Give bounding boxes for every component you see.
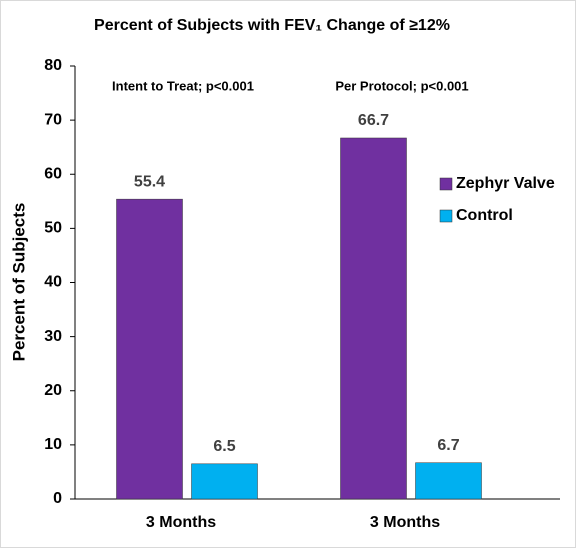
chart-title: Percent of Subjects with FEV₁ Change of … [94,17,450,34]
y-tick-label: 10 [44,436,62,453]
bar [415,462,482,500]
legend-swatch [439,177,453,191]
annotation: Intent to Treat; p<0.001 [112,78,254,93]
data-label: 55.4 [134,173,165,190]
bar [116,198,183,500]
legend-label: Zephyr Valve [456,175,555,192]
y-tick-label: 0 [53,490,62,507]
legend-label: Control [456,207,513,224]
y-tick-label: 50 [44,220,62,237]
y-tick-label: 60 [44,165,62,182]
y-tick-label: 30 [44,328,62,345]
x-tick-label: 3 Months [370,514,440,531]
data-label: 6.5 [213,438,235,455]
y-tick-label: 40 [44,274,62,291]
bar [340,137,407,500]
data-label: 66.7 [358,112,389,129]
y-axis-label: Percent of Subjects [9,203,28,362]
data-label: 6.7 [437,437,459,454]
bar [191,463,258,500]
y-tick-label: 70 [44,111,62,128]
x-tick-label: 3 Months [146,514,216,531]
annotation: Per Protocol; p<0.001 [335,78,468,93]
y-tick-label: 80 [44,57,62,74]
y-tick-label: 20 [44,382,62,399]
legend-swatch [439,209,453,223]
